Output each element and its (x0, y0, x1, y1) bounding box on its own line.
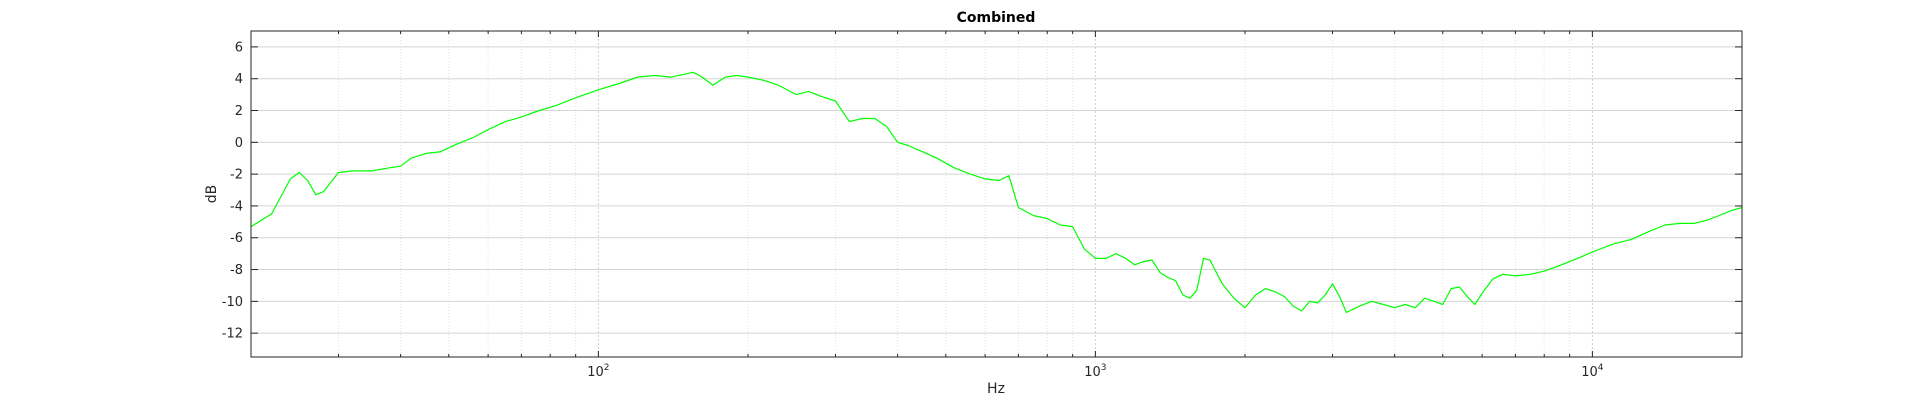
chart-title: Combined (957, 10, 1036, 26)
grid (250, 31, 1743, 357)
x-tick-label: 104 (1581, 363, 1604, 380)
plot-background (251, 31, 1742, 357)
y-tick-label: -6 (230, 231, 243, 246)
series-line (250, 71, 1743, 314)
y-tick-label: -8 (230, 263, 243, 278)
x-tick-label-base: 10 (587, 365, 604, 380)
plot-frame (250, 30, 1743, 358)
x-tick-label-base: 10 (1084, 365, 1101, 380)
y-tick-label: -12 (222, 327, 243, 342)
y-axis-label: dB (204, 185, 220, 204)
x-tick-label: 102 (587, 363, 609, 380)
x-tick-label-base: 10 (1581, 365, 1598, 380)
x-axis-label: Hz (987, 381, 1005, 397)
y-tick-label: -4 (230, 199, 243, 214)
y-tick-label: -2 (230, 168, 243, 183)
x-tick-label-exponent: 2 (604, 363, 610, 373)
ticks (250, 31, 1743, 357)
y-tick-label: 6 (235, 40, 243, 55)
y-tick-label: -10 (222, 295, 243, 310)
x-tick-label: 103 (1084, 363, 1106, 380)
x-tick-label-exponent: 3 (1101, 363, 1107, 373)
x-tick-label-exponent: 4 (1598, 363, 1604, 373)
series-layer (250, 71, 1743, 314)
y-tick-label: 0 (235, 136, 243, 151)
y-tick-label: 2 (235, 104, 243, 119)
y-tick-label: 4 (235, 72, 243, 87)
